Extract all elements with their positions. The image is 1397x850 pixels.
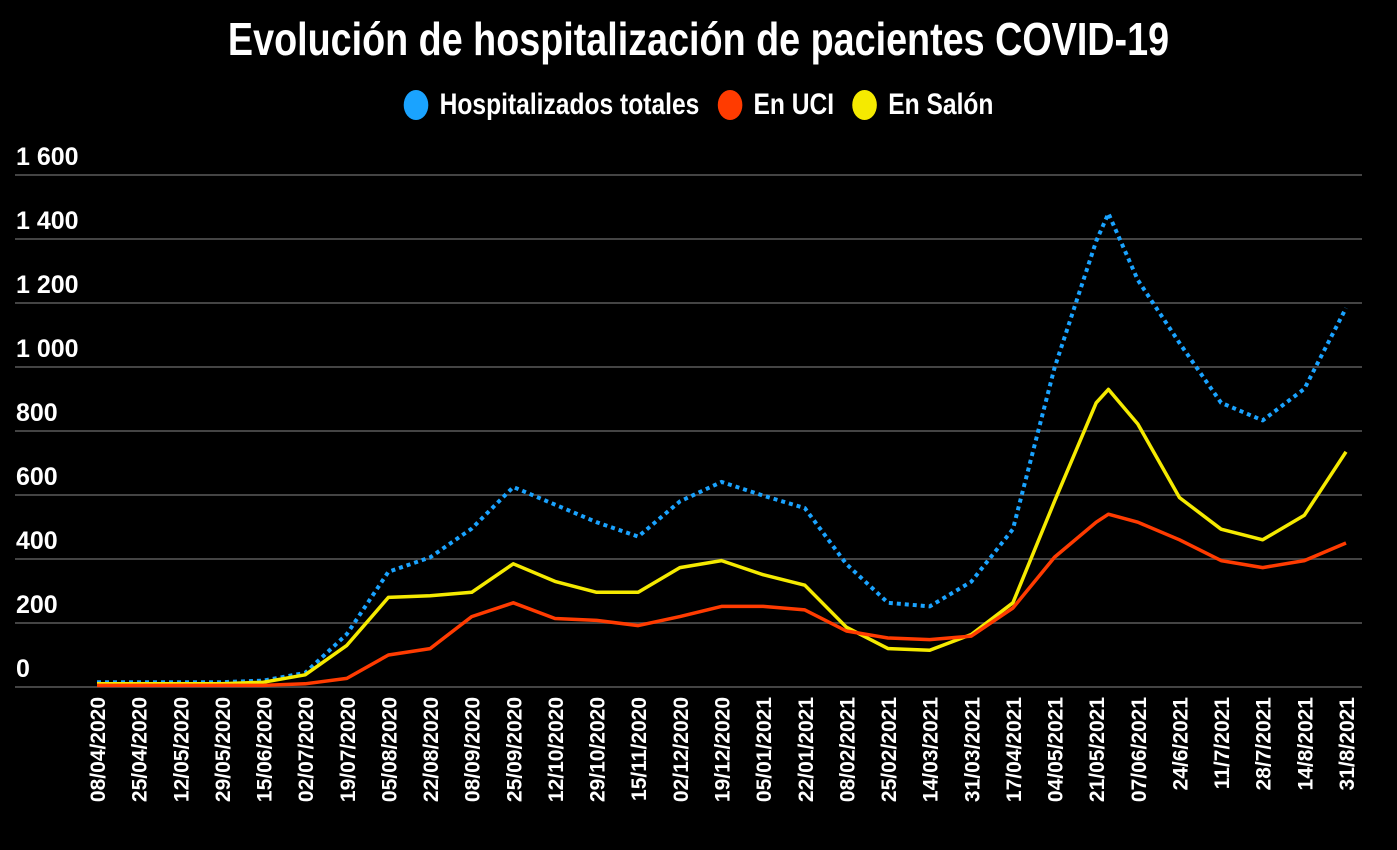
x-tick-label: 28/7/2021 [1253, 697, 1276, 791]
x-tick-label: 14/03/2021 [920, 697, 943, 802]
x-tick-label: 11/7/2021 [1211, 697, 1234, 790]
y-tick-label: 200 [16, 591, 58, 619]
x-tick-label: 21/05/2021 [1086, 697, 1109, 802]
legend-label-total: Hospitalizados totales [439, 88, 700, 121]
x-tick-label: 12/10/2020 [545, 697, 568, 802]
x-tick-label: 12/05/2020 [170, 697, 193, 802]
x-tick-label: 07/06/2021 [1128, 697, 1151, 802]
x-tick-label: 24/6/2021 [1169, 697, 1192, 791]
x-tick-label: 05/01/2021 [753, 697, 776, 802]
x-tick-label: 31/8/2021 [1336, 697, 1359, 791]
x-tick-label: 19/12/2020 [712, 697, 735, 802]
y-tick-label: 400 [16, 527, 58, 555]
x-tick-label: 19/07/2020 [337, 697, 360, 802]
y-tick-label: 1 400 [16, 207, 79, 235]
x-tick-label: 08/09/2020 [462, 697, 485, 802]
x-tick-label: 02/07/2020 [295, 697, 318, 802]
x-tick-label: 14/8/2021 [1294, 697, 1317, 791]
x-tick-label: 05/08/2020 [378, 697, 401, 802]
series-line-en-uci [97, 512, 1347, 688]
x-tick-label: 25/09/2020 [503, 697, 526, 802]
x-tick-label: 04/05/2021 [1045, 697, 1068, 802]
legend-item-salon: En Salón [852, 88, 993, 122]
x-tick-label: 29/05/2020 [212, 697, 235, 802]
x-tick-label: 29/10/2020 [587, 697, 610, 802]
x-tick-label: 08/04/2020 [87, 697, 110, 802]
y-tick-label: 0 [16, 655, 30, 683]
x-tick-label: 31/03/2021 [961, 697, 984, 802]
x-tick-label: 17/04/2021 [1003, 697, 1026, 802]
y-tick-label: 800 [16, 399, 58, 427]
x-tick-label: 08/02/2021 [836, 697, 859, 802]
y-tick-label: 1 200 [16, 271, 79, 299]
legend-marker-salon [852, 90, 877, 120]
x-tick-label: 22/08/2020 [420, 697, 443, 802]
chart-title: Evolución de hospitalización de paciente… [227, 13, 1170, 65]
x-tick-label: 25/04/2020 [129, 697, 152, 802]
y-tick-label: 1 600 [16, 143, 79, 171]
y-tick-label: 600 [16, 463, 58, 491]
legend-label-salon: En Salón [888, 88, 994, 121]
y-tick-label: 1 000 [16, 335, 79, 363]
x-tick-label: 02/12/2020 [670, 697, 693, 802]
x-tick-label: 15/11/2020 [628, 697, 651, 801]
legend-item-uci: En UCI [717, 88, 834, 122]
series-line-hospitalizados-totales [97, 211, 1348, 685]
legend: Hospitalizados totales En UCI En Salón [126, 88, 1272, 122]
legend-label-uci: En UCI [753, 88, 835, 121]
legend-item-total: Hospitalizados totales [403, 88, 700, 122]
x-tick-label: 25/02/2021 [878, 697, 901, 802]
x-tick-label: 22/01/2021 [795, 697, 818, 802]
x-tick-label: 15/06/2020 [254, 697, 277, 802]
legend-marker-uci [717, 90, 742, 120]
series-line-en-salón [97, 387, 1348, 686]
legend-marker-total [403, 90, 429, 120]
